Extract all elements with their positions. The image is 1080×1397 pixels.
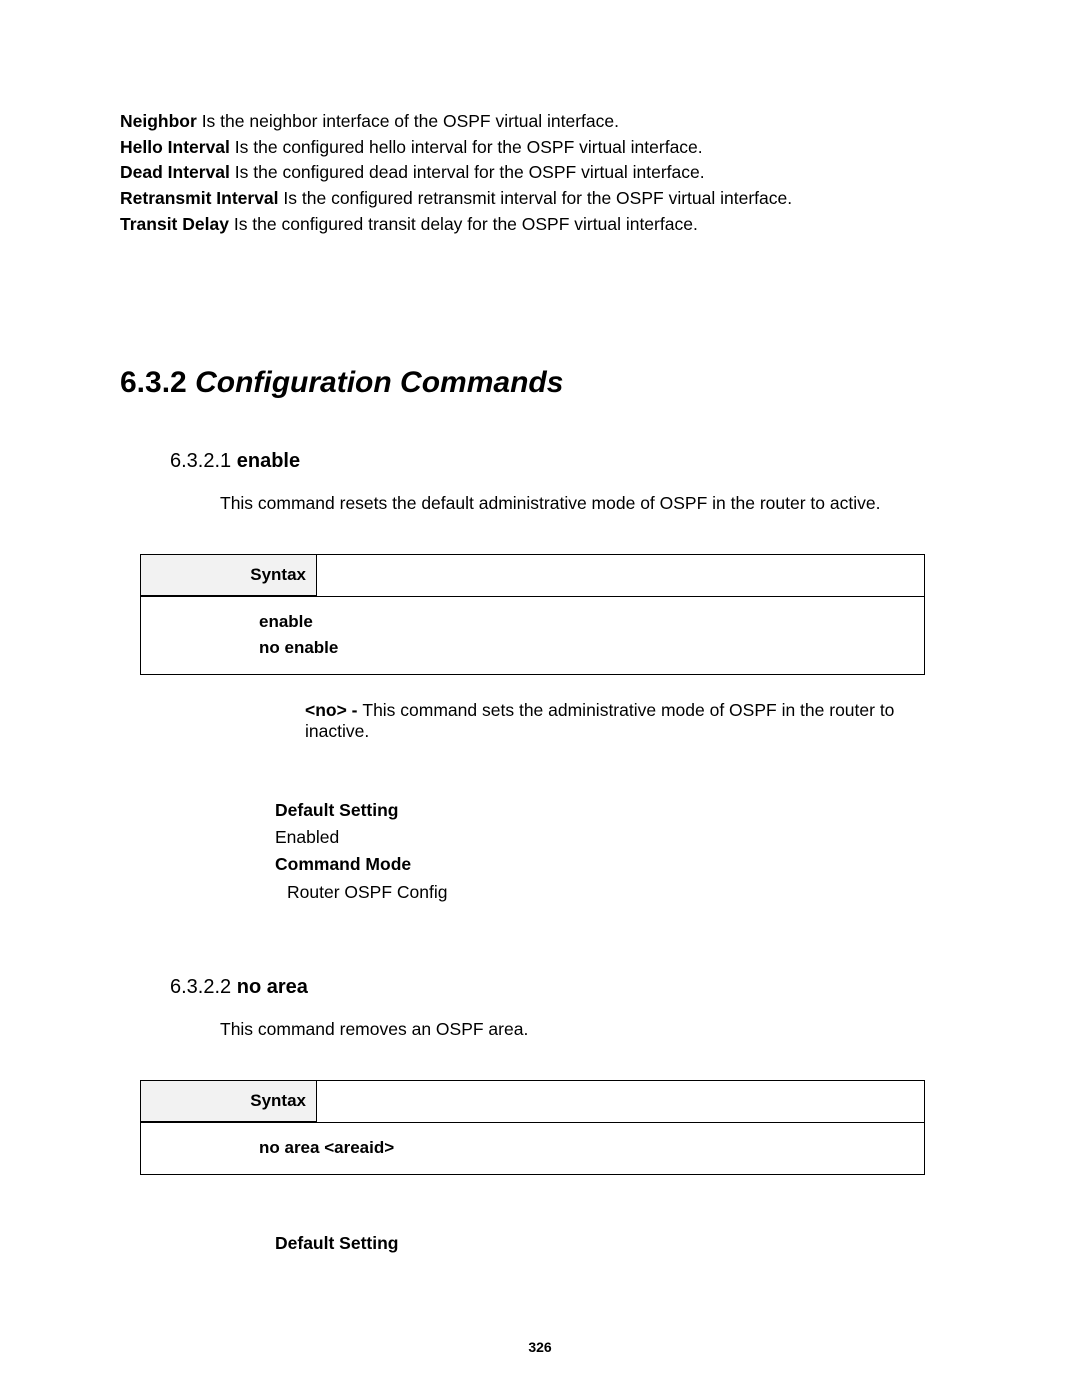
settings-block: Default Setting: [275, 1230, 960, 1257]
syntax-box: Syntax enable no enable: [140, 554, 925, 675]
subsection-noarea: 6.3.2.2 no area This command removes an …: [170, 976, 960, 1258]
syntax-label: Syntax: [141, 1081, 317, 1122]
command-mode-value: Router OSPF Config: [275, 879, 960, 906]
subsection-heading: 6.3.2.1 enable: [170, 450, 960, 473]
default-setting-label: Default Setting: [275, 1230, 960, 1257]
default-setting-value: Enabled: [275, 824, 960, 851]
syntax-box: Syntax no area <areaid>: [140, 1080, 925, 1176]
subsection-enable: 6.3.2.1 enable This command resets the d…: [170, 450, 960, 906]
definition-item: Transit Delay Is the configured transit …: [120, 213, 960, 237]
definition-item: Dead Interval Is the configured dead int…: [120, 161, 960, 185]
settings-block: Default Setting Enabled Command Mode Rou…: [275, 797, 960, 906]
section-heading: 6.3.2 Configuration Commands: [120, 366, 960, 400]
note-text: <no> - This command sets the administrat…: [305, 700, 960, 742]
definition-list: Neighbor Is the neighbor interface of th…: [120, 110, 960, 236]
default-setting-label: Default Setting: [275, 797, 960, 824]
subsection-heading: 6.3.2.2 no area: [170, 976, 960, 999]
subsection-description: This command resets the default administ…: [220, 493, 960, 514]
syntax-body: no area <areaid>: [141, 1122, 924, 1175]
subsection-description: This command removes an OSPF area.: [220, 1019, 960, 1040]
definition-item: Retransmit Interval Is the configured re…: [120, 187, 960, 211]
definition-item: Hello Interval Is the configured hello i…: [120, 136, 960, 160]
page-number: 326: [0, 1339, 1080, 1355]
syntax-body: enable no enable: [141, 596, 924, 674]
command-mode-label: Command Mode: [275, 851, 960, 878]
definition-item: Neighbor Is the neighbor interface of th…: [120, 110, 960, 134]
document-page: Neighbor Is the neighbor interface of th…: [0, 0, 1080, 1397]
syntax-label: Syntax: [141, 555, 317, 596]
